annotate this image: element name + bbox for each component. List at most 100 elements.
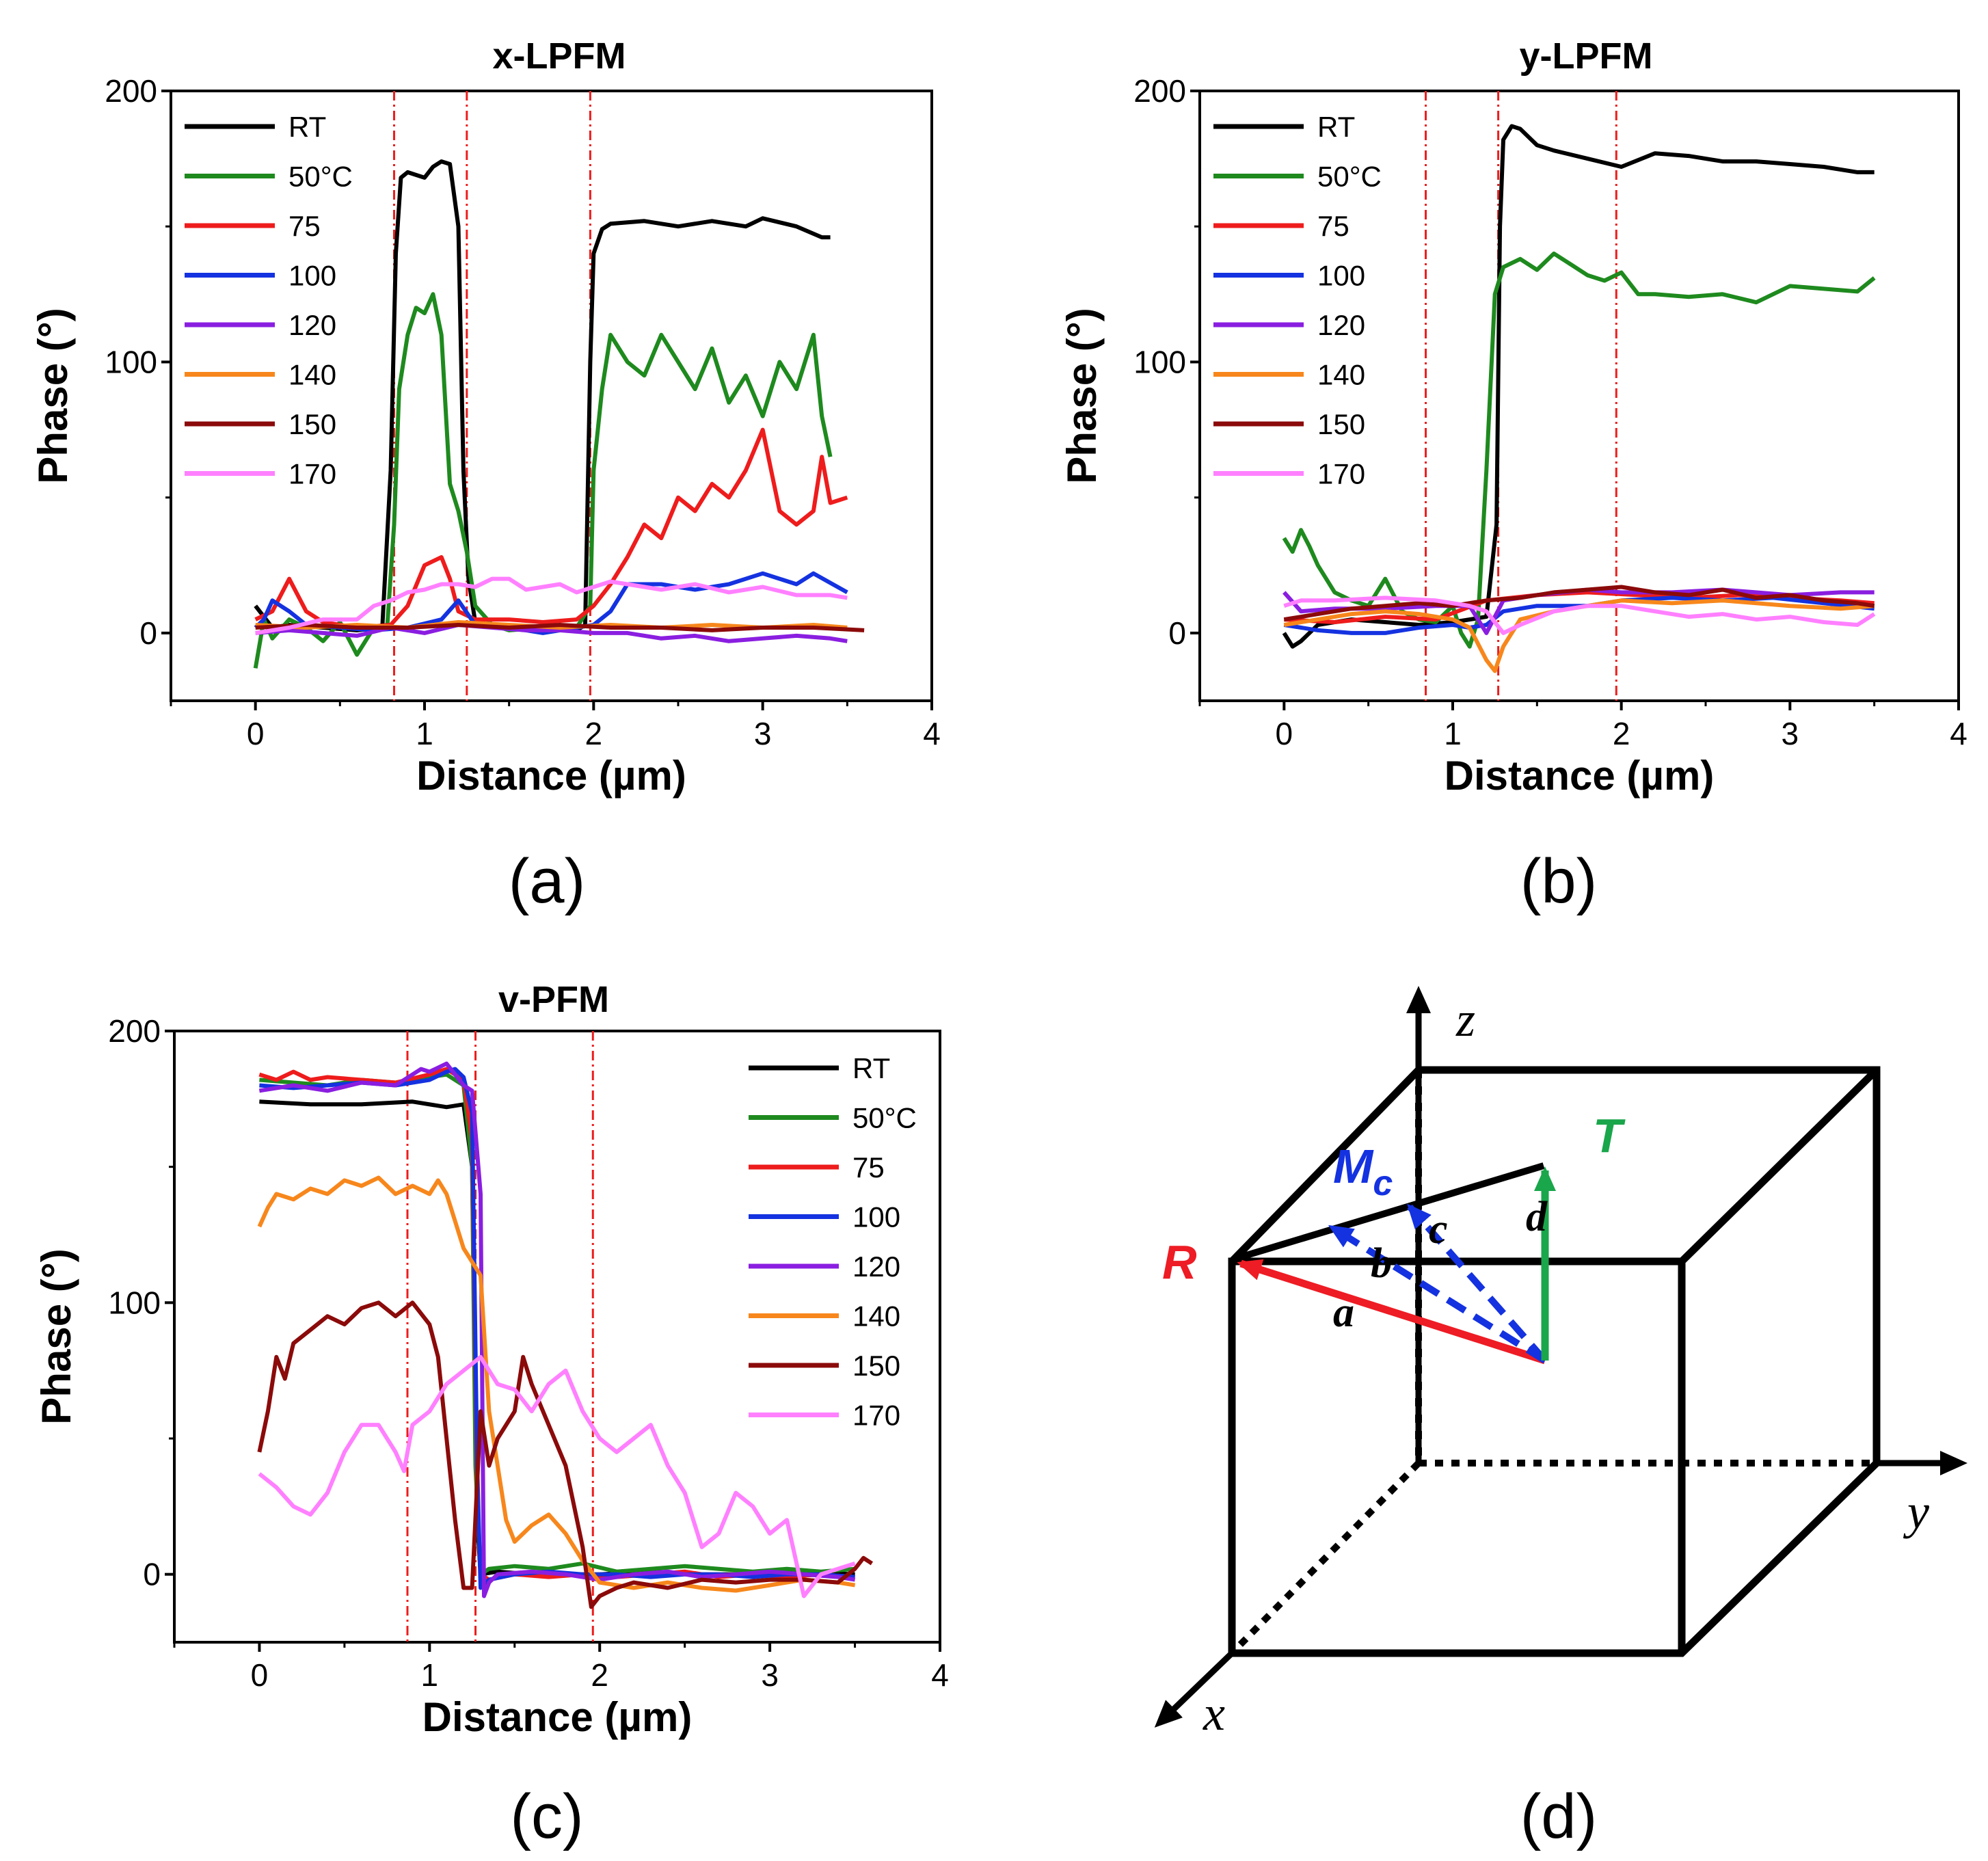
y-tick-label: 200 (108, 1013, 161, 1049)
x-axis-label: Distance (µm) (1445, 753, 1715, 799)
series-line-150 (1283, 585, 1875, 622)
series-line-170 (258, 1354, 856, 1598)
legend-label: 120 (288, 309, 336, 341)
panel-label-c: (c) (510, 1782, 583, 1851)
series-line-100 (1283, 595, 1875, 635)
series-line-50C (1282, 251, 1876, 649)
series-line-RT (1282, 124, 1875, 649)
legend-label: 75 (288, 210, 321, 242)
panel-label-a: (a) (509, 846, 585, 916)
x-tick-label: 4 (931, 1657, 949, 1693)
y-tick-label: 0 (1168, 615, 1186, 651)
label-R: R (1162, 1235, 1197, 1289)
x-tick-label: 3 (761, 1657, 779, 1693)
legend-label: 120 (1317, 309, 1365, 341)
panel-label-b: (b) (1520, 846, 1597, 916)
plot-frame (170, 90, 933, 702)
label-y: y (1903, 1484, 1929, 1539)
series-line-140 (1283, 598, 1875, 673)
y-tick-label: 0 (139, 615, 157, 651)
legend-label: 50°C (1317, 161, 1382, 193)
series-line-170 (1283, 595, 1876, 635)
x-tick-label: 3 (1782, 716, 1799, 751)
x-tick-label: 0 (251, 1657, 269, 1693)
legend-label: 75 (1317, 210, 1349, 242)
label-T: T (1593, 1109, 1626, 1162)
legend-label: 50°C (288, 161, 353, 193)
series-line-RT (259, 1099, 855, 1577)
legend-label: 170 (1317, 458, 1365, 490)
legend-label: 100 (852, 1201, 900, 1233)
y-axis-label: Phase (°) (33, 1248, 79, 1424)
legend-label: 140 (1317, 359, 1365, 391)
series-line-75 (254, 427, 848, 630)
series-line-50C (259, 1072, 855, 1577)
x-tick-label: 1 (421, 1657, 439, 1693)
series-line-150 (257, 1300, 874, 1609)
x-tick-label: 4 (1950, 716, 1967, 751)
label-z: z (1455, 992, 1475, 1047)
chart-panel-2: 0 1 2 3 4 0 100 200 v-PFM Distance (µm) Phase (°) R… (33, 979, 949, 1740)
plot-frame (1198, 90, 1960, 702)
legend-label: 120 (852, 1250, 900, 1283)
legend-label: RT (1317, 111, 1355, 143)
legend-label: 150 (852, 1350, 900, 1382)
y-tick-label: 100 (108, 1285, 161, 1320)
x-tick-label: 0 (1276, 716, 1293, 751)
label-b: b (1371, 1240, 1392, 1287)
label-a: a (1333, 1289, 1354, 1336)
legend-label: 100 (1317, 260, 1365, 292)
y-tick-label: 100 (1133, 344, 1186, 379)
series-line-50C (253, 292, 833, 669)
y-axis-label: Phase (°) (1059, 308, 1105, 483)
cube-frame (1228, 1066, 1881, 1657)
x-tick-label: 2 (1613, 716, 1630, 751)
label-d: d (1526, 1194, 1548, 1240)
chart-panel-1: 0 1 2 3 4 0 100 200 y-LPFM Distance (µm) Phase (°)… (1059, 36, 1967, 799)
y-tick-label: 0 (143, 1557, 161, 1592)
vector-M-c (1407, 1203, 1548, 1363)
y-tick-label: 200 (1133, 73, 1186, 109)
legend-label: 150 (1317, 408, 1365, 440)
legend-label: RT (288, 111, 326, 143)
vector-M-b (1328, 1224, 1547, 1364)
x-axis-arrow (1154, 1650, 1235, 1728)
chart-title: x-LPFM (493, 36, 626, 77)
series-line-170 (255, 576, 848, 635)
legend-label: 100 (288, 260, 336, 292)
vector-R (1237, 1259, 1546, 1365)
series-line-150 (255, 623, 865, 632)
x-tick-label: 1 (416, 716, 433, 751)
top-face-line (1235, 1162, 1545, 1261)
series-line-120 (258, 1061, 856, 1598)
legend-label: 50°C (852, 1102, 917, 1134)
legend-label: 140 (852, 1300, 900, 1333)
series-line-120 (255, 623, 848, 643)
y-tick-label: 200 (105, 73, 157, 109)
x-tick-label: 2 (585, 716, 603, 751)
x-axis-label: Distance (µm) (416, 753, 686, 799)
vector-diagram: z y x R T Mc a b c d (1154, 986, 1967, 1741)
legend-label: 140 (288, 359, 336, 391)
legend-label: RT (852, 1052, 890, 1084)
panel-label-d: (d) (1520, 1782, 1597, 1851)
y-tick-label: 100 (105, 344, 157, 379)
chart-title: v-PFM (498, 979, 609, 1020)
label-x: x (1203, 1686, 1225, 1741)
x-tick-label: 3 (754, 716, 772, 751)
x-tick-label: 2 (591, 1657, 608, 1693)
hidden-edge-diagonal (1229, 1460, 1421, 1656)
y-axis-label: Phase (°) (30, 308, 76, 483)
x-tick-label: 0 (247, 716, 265, 751)
series-line-100 (259, 1067, 855, 1590)
x-axis-label: Distance (µm) (422, 1694, 693, 1740)
x-tick-label: 4 (923, 716, 941, 751)
chart-panel-0: 0 1 2 3 4 0 100 200 x-LPFM Distance (µm) Phase (°)… (30, 36, 941, 799)
legend-label: 170 (852, 1400, 900, 1432)
legend-label: 170 (288, 458, 336, 490)
plot-frame (173, 1030, 941, 1644)
legend-label: 150 (288, 408, 336, 440)
x-tick-label: 1 (1444, 716, 1462, 751)
label-M: Mc (1333, 1140, 1393, 1203)
